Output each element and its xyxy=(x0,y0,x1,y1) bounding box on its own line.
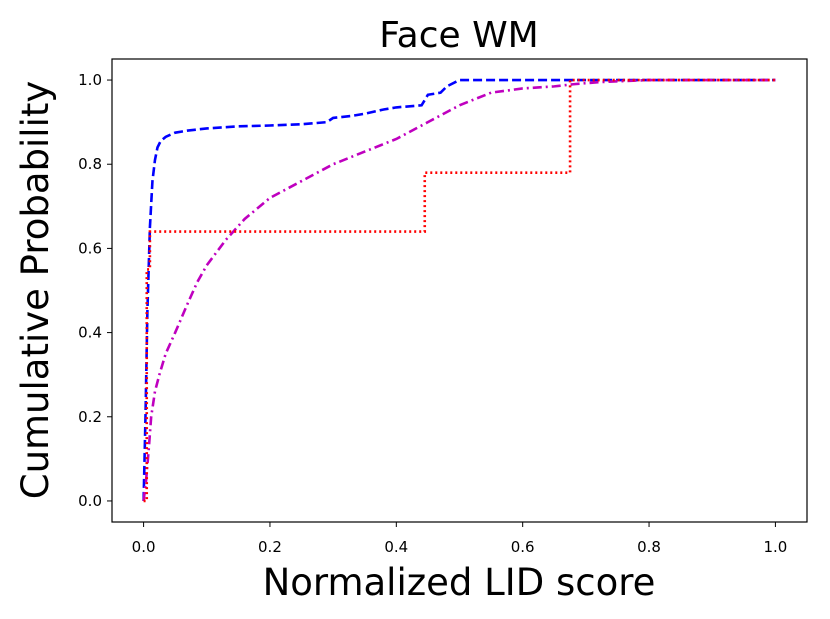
x-tick-label: 0.0 xyxy=(132,538,156,556)
series-line-magenta-dashdot xyxy=(142,78,776,502)
series-layer xyxy=(142,78,776,503)
x-axis-label: Normalized LID score xyxy=(263,561,656,604)
y-tick-label: 1.0 xyxy=(78,71,102,89)
x-tick-label: 0.2 xyxy=(258,538,282,556)
x-tick-label: 0.4 xyxy=(384,538,408,556)
y-tick-label: 0.4 xyxy=(78,324,102,342)
y-tick-label: 0.8 xyxy=(78,155,102,173)
y-axis-label: Cumulative Probability xyxy=(14,81,57,500)
series-line-blue-dashed xyxy=(142,78,776,501)
plot-frame xyxy=(111,58,808,523)
y-axis-ticks: 0.0 0.2 0.4 0.6 0.8 1.0 xyxy=(78,71,112,510)
series-line-red-dotted xyxy=(143,78,776,503)
x-tick-label: 0.6 xyxy=(511,538,535,556)
x-tick-label: 1.0 xyxy=(763,538,787,556)
y-tick-label: 0.2 xyxy=(78,408,102,426)
x-axis-ticks: 0.0 0.2 0.4 0.6 0.8 1.0 xyxy=(132,522,787,556)
y-tick-label: 0.6 xyxy=(78,239,102,257)
y-tick-label: 0.0 xyxy=(78,492,102,510)
x-tick-label: 0.8 xyxy=(637,538,661,556)
chart-title: Face WM xyxy=(379,15,539,56)
